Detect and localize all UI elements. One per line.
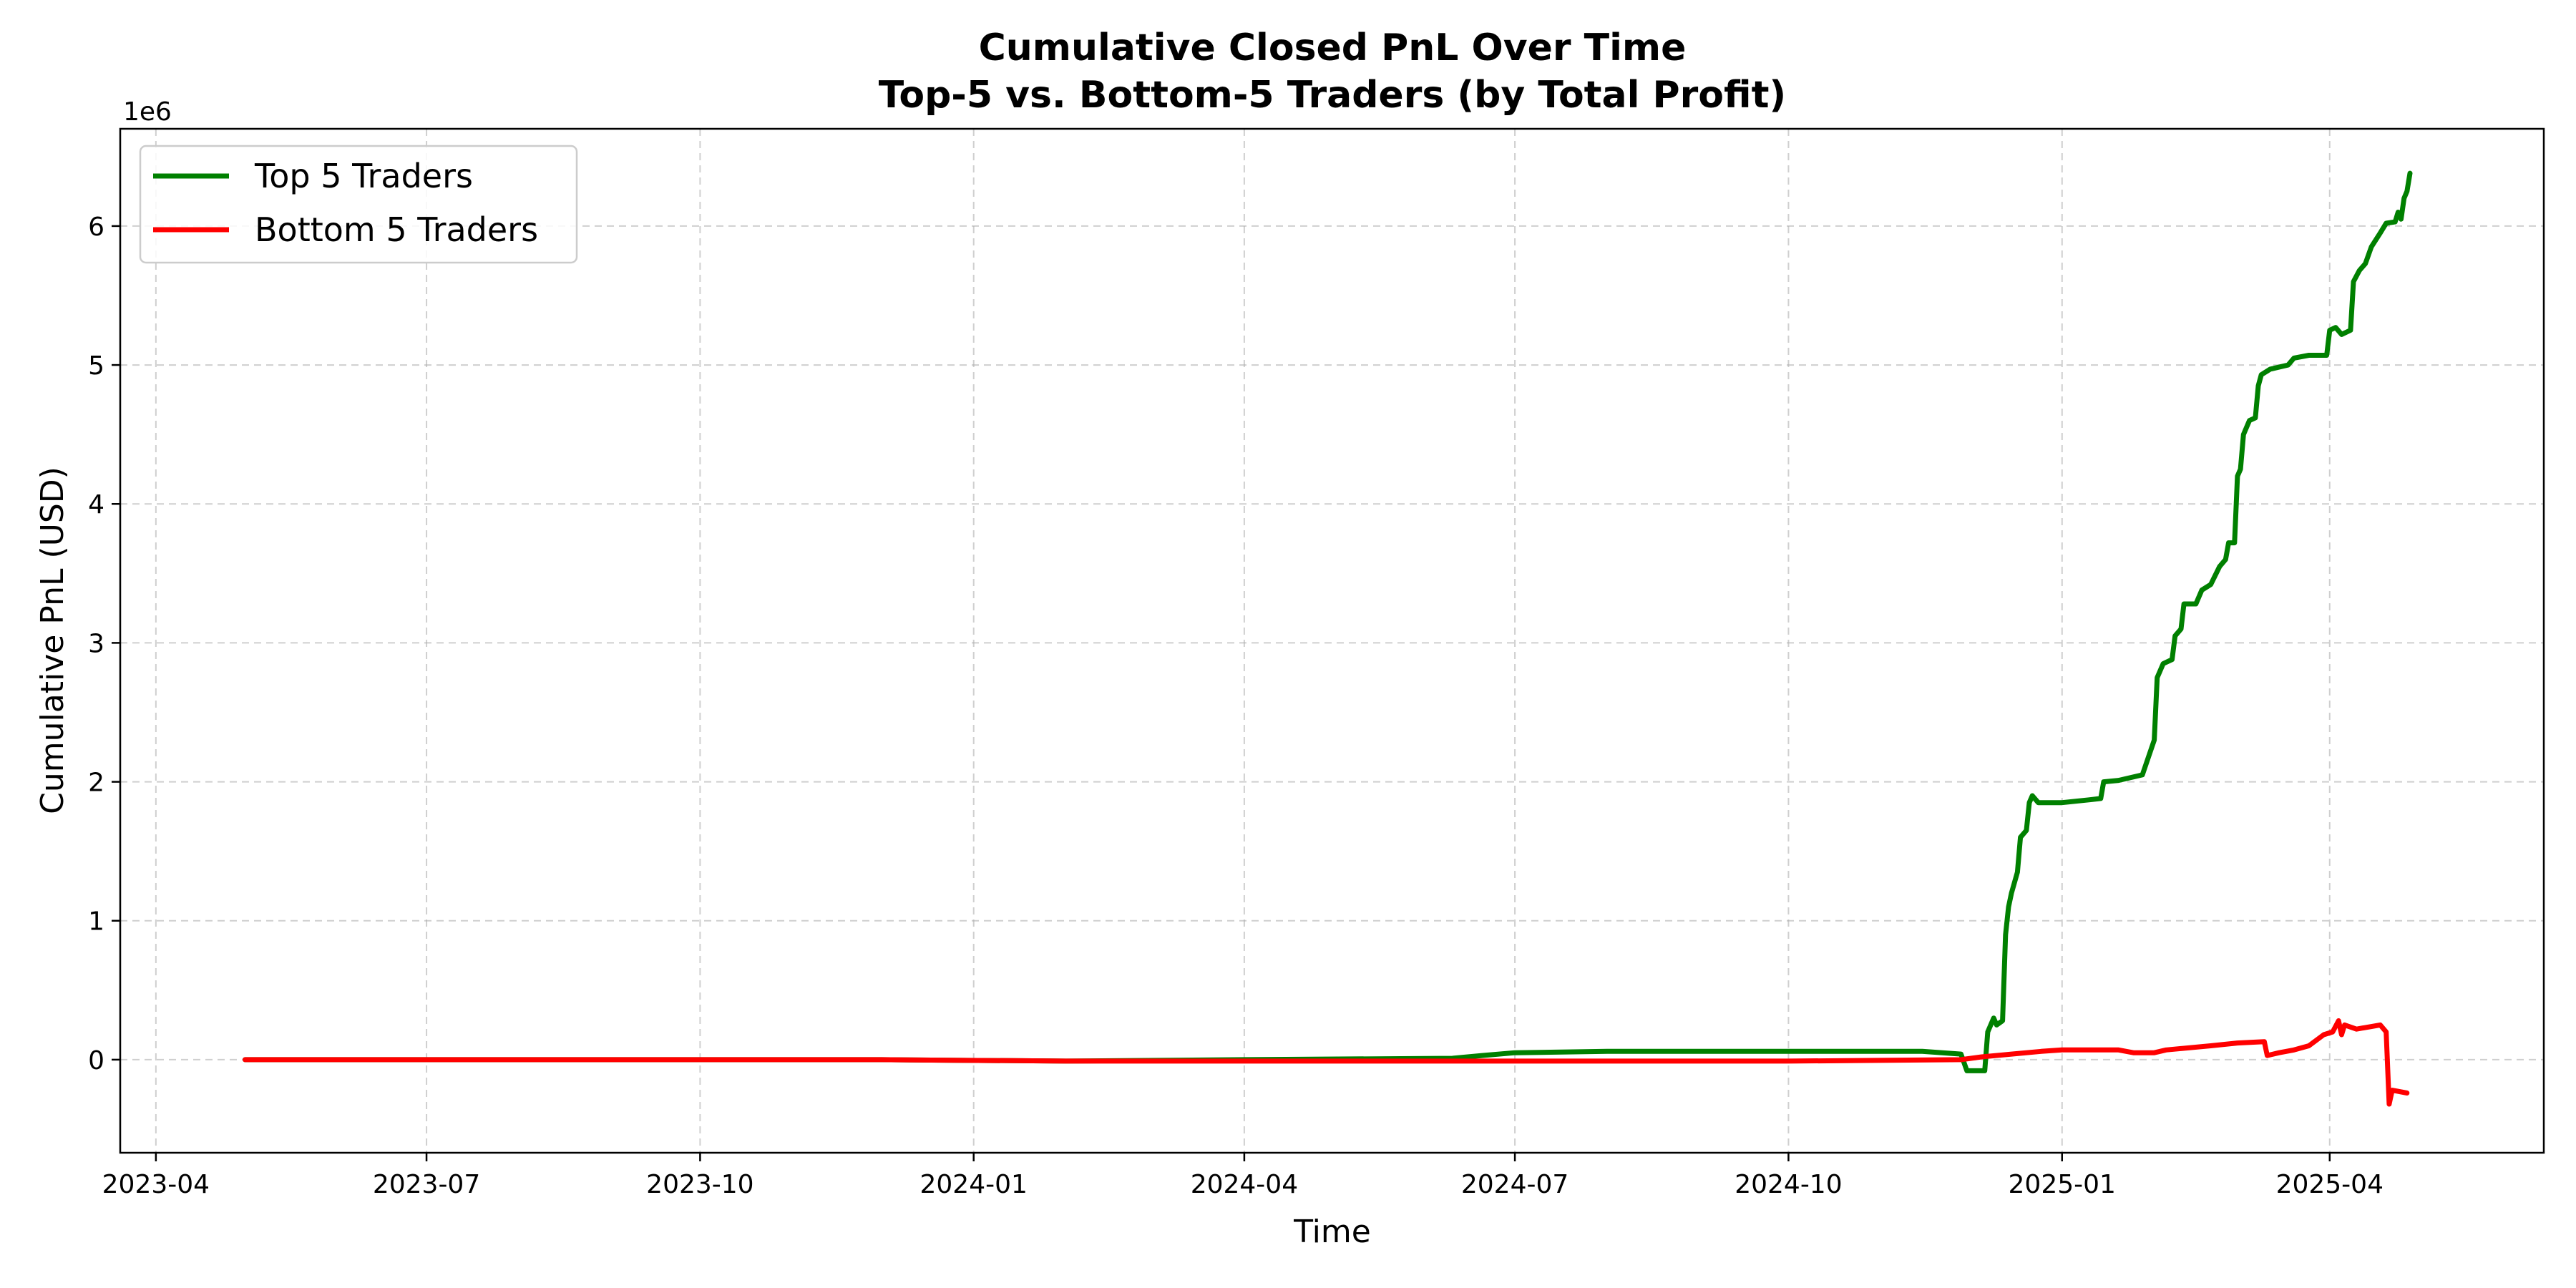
x-tick-label: 2023-04 xyxy=(102,1170,210,1199)
x-tick-label: 2023-07 xyxy=(373,1170,480,1199)
x-tick-label: 2025-01 xyxy=(2009,1170,2116,1199)
x-tick-label: 2024-07 xyxy=(1461,1170,1568,1199)
legend: Top 5 Traders Bottom 5 Traders xyxy=(139,145,578,264)
legend-label-top-5: Top 5 Traders xyxy=(254,157,473,195)
y-tick-label: 3 xyxy=(88,629,104,658)
x-tick-label: 2024-10 xyxy=(1735,1170,1842,1199)
chart-subtitle: Top-5 vs. Bottom-5 Traders (by Total Pro… xyxy=(879,74,1786,117)
legend-label-bottom-5: Bottom 5 Traders xyxy=(255,210,538,249)
series-line-bottom-5-traders xyxy=(243,1018,2410,1107)
x-tick-label: 2024-04 xyxy=(1191,1170,1298,1199)
y-tick-label: 5 xyxy=(88,351,104,381)
y-tick-label: 0 xyxy=(88,1046,104,1075)
ticks: 2023-04 2023-07 2023-10 2024-01 2024-04 2024-… xyxy=(88,213,2384,1199)
series-line-top-5-traders xyxy=(243,170,2413,1073)
series-layer xyxy=(243,170,2413,1107)
x-tick-label: 2024-01 xyxy=(920,1170,1028,1199)
plot-frame xyxy=(119,127,2545,1154)
x-tick-label: 2025-04 xyxy=(2276,1170,2384,1199)
y-tick-label: 2 xyxy=(88,769,104,798)
chart-title: Cumulative Closed PnL Over Time xyxy=(979,26,1687,69)
y-tick-label: 4 xyxy=(88,490,104,519)
y-tick-label: 6 xyxy=(88,213,104,242)
grid xyxy=(120,129,2544,1153)
x-tick-label: 2023-10 xyxy=(646,1170,753,1199)
y-tick-label: 1 xyxy=(88,907,104,937)
x-axis-label: Time xyxy=(1293,1214,1371,1250)
y-axis-label: Cumulative PnL (USD) xyxy=(34,467,71,814)
legend-box xyxy=(139,145,578,264)
y-scale-label: 1e6 xyxy=(123,97,172,127)
